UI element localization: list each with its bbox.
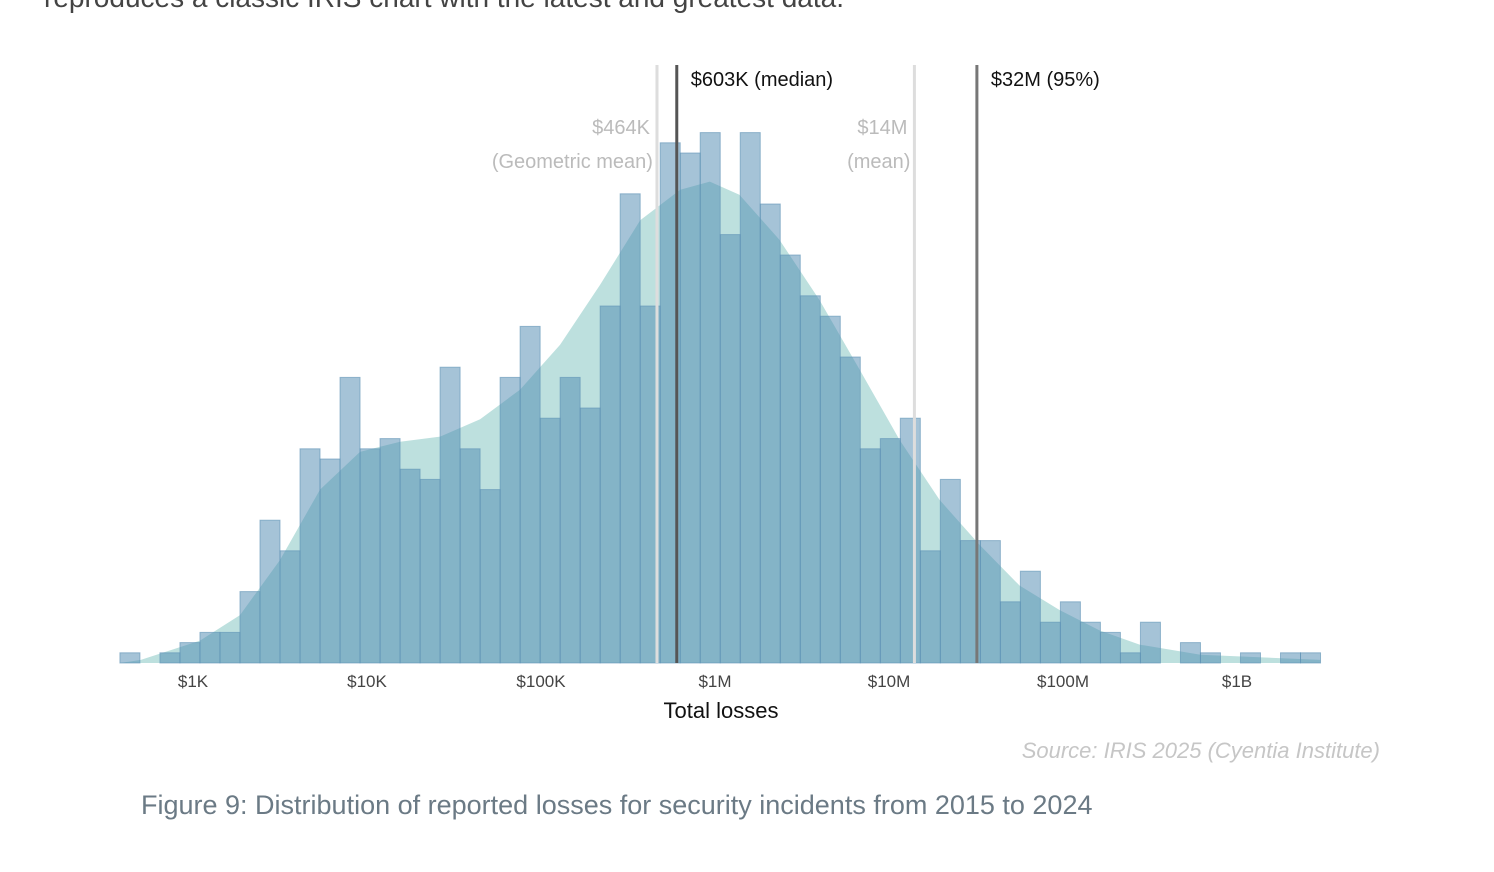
histogram-bar xyxy=(1039,621,1061,664)
histogram-bar xyxy=(839,356,861,664)
x-tick-label: $1K xyxy=(178,672,209,691)
histogram-bar xyxy=(119,652,141,664)
histogram-bar xyxy=(219,631,241,664)
mean-label: (mean) xyxy=(847,151,910,173)
histogram-bar xyxy=(759,203,781,664)
x-tick-label: $100M xyxy=(1037,672,1089,691)
histogram-bar xyxy=(679,152,701,664)
histogram-bar xyxy=(419,478,441,664)
histogram-bar xyxy=(719,234,741,664)
histogram-bar xyxy=(359,448,381,664)
x-tick-label: $10K xyxy=(347,672,387,691)
intro-text: reproduces a classic IRIS chart with the… xyxy=(44,0,844,14)
histogram-bar xyxy=(1239,652,1261,664)
histogram-bar xyxy=(979,540,1001,664)
histogram-bar xyxy=(999,601,1021,664)
histogram-bar xyxy=(519,325,541,664)
histogram-bar xyxy=(479,489,501,664)
histogram-bar xyxy=(799,295,821,664)
histogram-bar xyxy=(239,591,261,664)
histogram-bar xyxy=(879,438,901,664)
median-label: $603K (median) xyxy=(691,69,833,91)
histogram-bar xyxy=(1119,652,1141,664)
histogram-bar xyxy=(559,376,581,664)
histogram-bar xyxy=(499,376,521,664)
histogram-bar xyxy=(739,132,761,664)
histogram-bar xyxy=(459,448,481,664)
geometric-mean-label: (Geometric mean) xyxy=(492,151,653,173)
histogram-bar xyxy=(1179,642,1201,664)
histogram-bar xyxy=(379,438,401,664)
histogram-bar xyxy=(439,366,461,664)
x-tick-label: $1M xyxy=(698,672,731,691)
histogram-bar xyxy=(699,132,721,664)
histogram-bar xyxy=(539,417,561,664)
histogram-bar xyxy=(1079,621,1101,664)
histogram-bar xyxy=(1019,570,1041,664)
histogram-bar xyxy=(299,448,321,664)
histogram-bar xyxy=(1199,652,1221,664)
histogram-bar xyxy=(619,193,641,664)
geometric-mean-value-label: $464K xyxy=(592,117,650,139)
histogram-bar xyxy=(899,417,921,664)
histogram-bar xyxy=(199,631,221,664)
histogram-bar xyxy=(1099,631,1121,664)
histogram-bar xyxy=(319,458,341,664)
histogram-bar xyxy=(1139,621,1161,664)
x-tick-label: $100K xyxy=(516,672,566,691)
histogram-bar xyxy=(1059,601,1081,664)
histogram-bar xyxy=(1300,652,1322,664)
mean-value-label: $14M xyxy=(857,117,907,139)
source-note: Source: IRIS 2025 (Cyentia Institute) xyxy=(1021,738,1380,763)
histogram-bar xyxy=(779,254,801,664)
histogram-bar xyxy=(939,478,961,664)
histogram-bar xyxy=(179,642,201,664)
histogram-bar xyxy=(279,550,301,664)
x-axis-label: Total losses xyxy=(664,698,779,723)
histogram-bar xyxy=(259,519,281,664)
histogram-bar xyxy=(399,468,421,664)
histogram-bar xyxy=(819,315,841,664)
histogram-bar xyxy=(859,448,881,664)
histogram-bar xyxy=(919,550,941,664)
histogram-bar xyxy=(599,305,621,664)
figure-caption: Figure 9: Distribution of reported losse… xyxy=(141,790,1093,820)
histogram-bar xyxy=(579,407,601,664)
histogram-bar xyxy=(339,376,361,664)
histogram-bar xyxy=(1280,652,1302,664)
x-tick-label: $10M xyxy=(868,672,911,691)
p95-label: $32M (95%) xyxy=(991,69,1100,91)
histogram-bar xyxy=(159,652,181,664)
x-tick-label: $1B xyxy=(1222,672,1252,691)
